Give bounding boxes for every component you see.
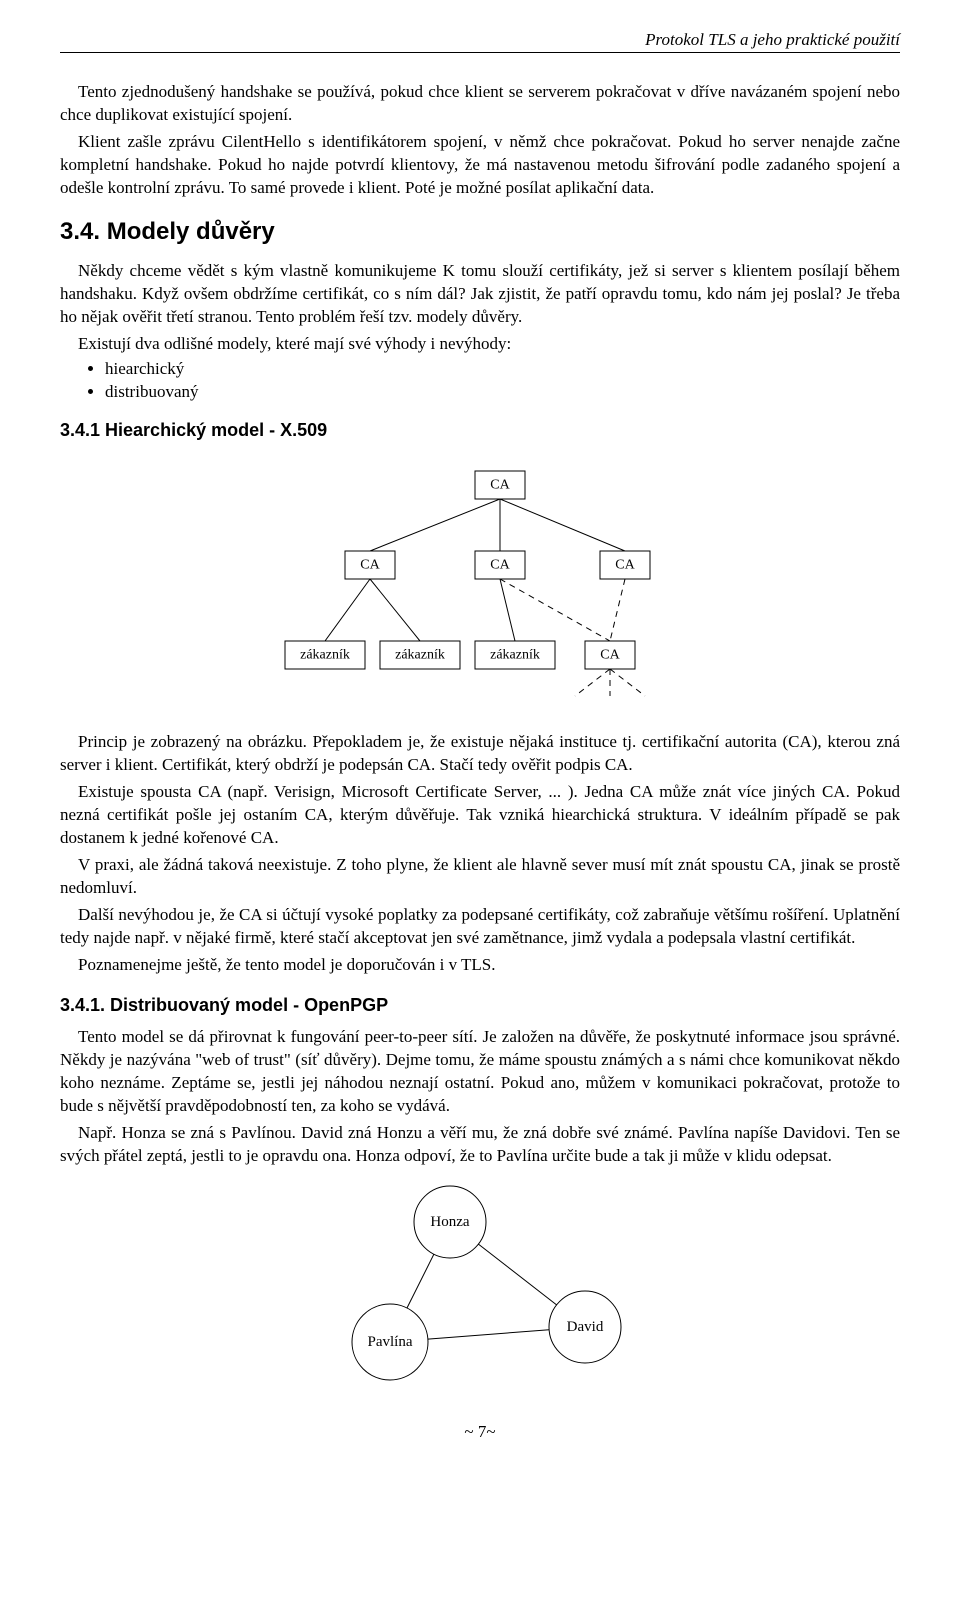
list-item: distribuovaný — [105, 382, 900, 402]
paragraph-intro-1: Tento zjednodušený handshake se používá,… — [60, 81, 900, 127]
paragraph-x509-2: Existuje spousta CA (např. Verisign, Mic… — [60, 781, 900, 850]
svg-text:CA: CA — [490, 558, 510, 573]
svg-text:CA: CA — [615, 558, 635, 573]
models-bullet-list: hiearchický distribuovaný — [105, 359, 900, 402]
paragraph-intro-2: Klient zašle zprávu CilentHello s identi… — [60, 131, 900, 200]
subheading-3-4-1: 3.4.1 Hiearchický model - X.509 — [60, 420, 900, 441]
web-of-trust-diagram: Honza Pavlína David — [60, 1177, 900, 1392]
subheading-3-4-1b: 3.4.1. Distribuovaný model - OpenPGP — [60, 995, 900, 1016]
svg-text:Honza: Honza — [430, 1214, 469, 1230]
svg-text:David: David — [567, 1319, 604, 1335]
paragraph-models-1: Někdy chceme vědět s kým vlastně komunik… — [60, 260, 900, 329]
hierarchical-tree-diagram: CA CA CA CA zákazník zákazník zákazník CA — [60, 451, 900, 711]
paragraph-pgp-1: Tento model se dá přirovnat k fungování … — [60, 1026, 900, 1118]
section-heading-3-4: 3.4. Modely důvěry — [60, 218, 900, 246]
paragraph-pgp-2: Např. Honza se zná s Pavlínou. David zná… — [60, 1122, 900, 1168]
svg-text:zákazník: zákazník — [490, 648, 540, 663]
svg-text:CA: CA — [490, 478, 510, 493]
paragraph-x509-3: V praxi, ale žádná taková neexistuje. Z … — [60, 854, 900, 900]
list-item: hiearchický — [105, 359, 900, 379]
svg-text:Pavlína: Pavlína — [368, 1334, 413, 1350]
svg-text:zákazník: zákazník — [395, 648, 445, 663]
svg-text:CA: CA — [600, 648, 620, 663]
paragraph-x509-5: Poznamenejme ještě, že tento model je do… — [60, 954, 900, 977]
paragraph-models-2: Existují dva odlišné modely, které mají … — [60, 333, 900, 356]
paragraph-x509-4: Další nevýhodou je, že CA si účtují vyso… — [60, 904, 900, 950]
svg-text:zákazník: zákazník — [300, 648, 350, 663]
page-number: ~ 7~ — [60, 1422, 900, 1442]
paragraph-x509-1: Princip je zobrazený na obrázku. Přepokl… — [60, 731, 900, 777]
running-header: Protokol TLS a jeho praktické použití — [60, 30, 900, 53]
svg-text:CA: CA — [360, 558, 380, 573]
